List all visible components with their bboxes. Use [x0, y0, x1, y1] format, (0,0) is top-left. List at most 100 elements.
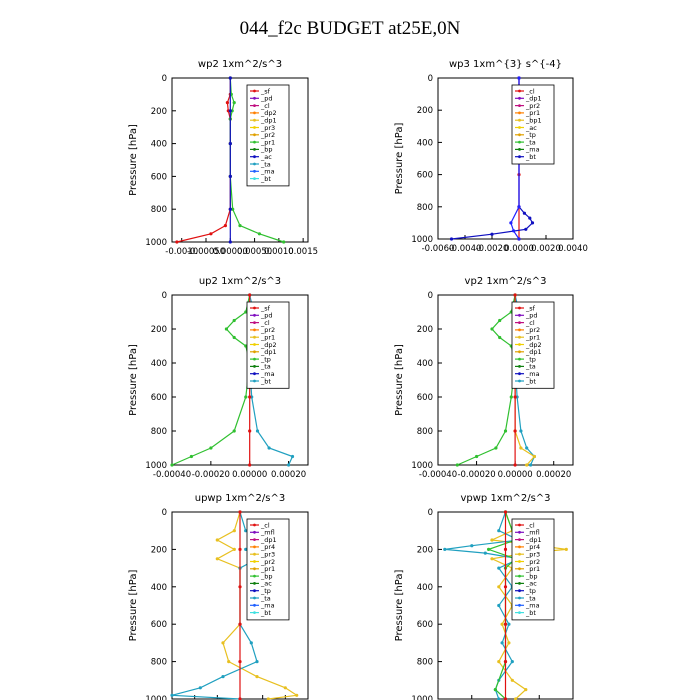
series-point — [449, 237, 454, 241]
legend-entry: _mfl — [525, 529, 540, 537]
x-tick-label: 0.00000 — [213, 247, 248, 257]
series-point — [290, 454, 295, 459]
series-point — [224, 327, 228, 331]
chart-title: wp2 1xm^2/s^3 — [198, 59, 282, 70]
y-tick-label: 800 — [151, 427, 167, 437]
series-point — [255, 660, 259, 664]
legend-marker — [518, 328, 521, 332]
legend-marker — [253, 155, 256, 159]
y-tick-label: 0 — [428, 74, 433, 84]
y-tick-label: 600 — [417, 171, 433, 181]
series-point — [228, 174, 232, 178]
legend-entry: _dp1 — [525, 348, 542, 356]
legend-marker — [253, 523, 256, 527]
series-point — [225, 101, 229, 105]
legend-marker — [518, 574, 521, 578]
legend-entry: _sf — [260, 304, 271, 312]
legend-entry: _ta — [525, 363, 536, 371]
series-point — [513, 293, 517, 297]
legend-entry: _bt — [525, 609, 536, 617]
series-point — [507, 641, 511, 645]
legend-entry: _ac — [260, 153, 272, 161]
series-point — [255, 675, 259, 679]
legend-entry: _cl — [525, 87, 535, 95]
legend-marker — [253, 343, 256, 346]
series-point — [503, 510, 508, 514]
legend-marker — [253, 328, 256, 332]
y-tick-label: 800 — [151, 205, 167, 215]
legend-entry: _ma — [260, 370, 275, 378]
series-point — [517, 76, 521, 80]
legend-marker — [253, 567, 256, 571]
legend-entry: _tp — [525, 355, 536, 363]
y-tick-label: 800 — [417, 658, 433, 668]
series-point — [238, 622, 242, 626]
y-tick-label: 0 — [428, 508, 433, 518]
series-point — [249, 641, 253, 645]
y-tick-label: 600 — [417, 393, 433, 403]
x-tick-label: -0.00020 — [457, 470, 495, 480]
legend-entry: _pr1 — [260, 334, 275, 342]
series-line — [176, 78, 231, 243]
legend-marker — [253, 538, 256, 541]
series-point — [266, 697, 270, 700]
series-point — [255, 429, 260, 433]
legend-entry: _bt — [260, 609, 271, 617]
legend-marker — [518, 611, 521, 614]
legend-entry: _tp — [525, 587, 536, 595]
series-point — [513, 463, 517, 467]
series-point — [248, 293, 252, 297]
legend-entry: _pr2 — [260, 131, 275, 139]
legend-entry: _mfl — [260, 529, 275, 537]
series-point — [232, 101, 236, 105]
legend-entry: _tp — [260, 587, 271, 595]
series-point — [238, 697, 242, 700]
series-point — [215, 538, 219, 542]
y-tick-label: 600 — [151, 172, 167, 182]
x-tick-label: -0.0060 — [422, 244, 455, 254]
legend-entry: _bt — [260, 377, 271, 385]
series-point — [494, 446, 498, 450]
chart-title: up2 1xm^2/s^3 — [199, 276, 281, 287]
series-point — [232, 547, 236, 552]
y-tick-label: 1000 — [411, 235, 433, 245]
y-tick-label: 0 — [162, 508, 167, 518]
legend-marker — [518, 96, 521, 100]
legend-entry: _cl — [260, 102, 270, 110]
legend-entry: _pd — [525, 312, 538, 320]
legend-entry: _ma — [525, 146, 540, 154]
legend-marker — [518, 104, 521, 107]
legend-marker — [253, 335, 256, 339]
series-point — [530, 221, 535, 225]
legend-entry: _bt — [260, 175, 271, 183]
legend-entry: _bp1 — [525, 117, 542, 125]
chart-panel: wp2 1xm^2/s^3 Pressure [hPa] 0 200 400 600 800… — [128, 59, 318, 257]
series-point — [283, 686, 287, 690]
series-line — [171, 511, 259, 700]
legend-marker — [253, 133, 256, 137]
series-point — [232, 318, 236, 323]
series-point — [295, 693, 299, 697]
legend-entry: _dp2 — [525, 341, 542, 349]
y-tick-label: 400 — [151, 140, 167, 150]
legend-box — [246, 84, 290, 187]
series-point — [493, 688, 497, 692]
y-tick-label: 1000 — [411, 461, 433, 471]
legend-marker — [253, 169, 256, 173]
chart-panel: up2 1xm^2/s^3 Pressure [hPa] 0 200 400 600 800… — [128, 276, 309, 480]
legend-marker — [253, 530, 256, 534]
series-point — [522, 211, 527, 215]
legend-entry: _ta — [260, 594, 271, 602]
series-point — [524, 227, 528, 231]
series-point — [228, 207, 232, 211]
legend-entry: _dp2 — [260, 109, 277, 117]
y-tick-label: 1000 — [411, 695, 433, 700]
series-point — [529, 463, 533, 467]
legend-marker — [518, 111, 521, 115]
series-point — [238, 224, 242, 228]
legend-marker — [518, 379, 521, 383]
legend-entry: _dp1 — [525, 95, 542, 103]
legend-marker — [253, 582, 256, 585]
series-point — [228, 142, 232, 146]
legend-entry: _pr1 — [260, 565, 275, 573]
